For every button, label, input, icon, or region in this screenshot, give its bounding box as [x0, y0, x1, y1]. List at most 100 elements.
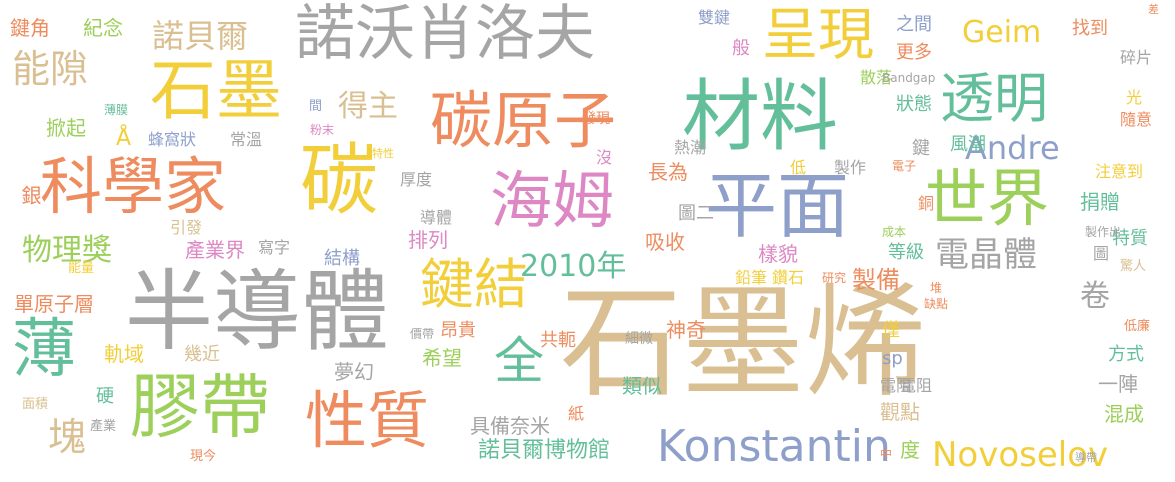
- word: 薄膜: [104, 103, 129, 117]
- word: 粉末: [310, 123, 335, 137]
- word: 銀: [18, 185, 42, 205]
- word: 間: [309, 99, 323, 114]
- word: 細微: [625, 331, 653, 347]
- word: 膠帶: [130, 366, 270, 448]
- word: 導體: [420, 208, 453, 227]
- word: 塊: [48, 415, 87, 459]
- word: 找到: [1072, 18, 1108, 39]
- word: 能隙: [12, 47, 89, 91]
- word: 2010年: [520, 249, 627, 284]
- word: 一陣: [1098, 372, 1138, 396]
- word: 碎片: [1120, 48, 1153, 67]
- word: 電阻: [900, 376, 933, 395]
- word: 性質: [305, 384, 430, 457]
- word: 沒: [596, 148, 613, 167]
- word: 希望: [422, 346, 462, 370]
- word: 般: [732, 38, 750, 59]
- word: Novoselov: [932, 435, 1109, 475]
- word: 透明: [940, 67, 1048, 130]
- word: 電阻: [880, 376, 913, 395]
- word: 全: [494, 332, 544, 390]
- word: 類似: [622, 374, 662, 398]
- word: 成本: [882, 225, 907, 239]
- word: 諾貝爾: [152, 17, 249, 55]
- word: 差: [1148, 3, 1159, 16]
- word: sp: [882, 348, 903, 369]
- word: 吸收: [645, 230, 685, 254]
- word: 諾沃肖洛夫: [295, 0, 595, 69]
- word: Å: [116, 126, 132, 151]
- word: 共軛: [540, 330, 576, 351]
- word: 引發: [170, 218, 203, 237]
- word: 紀念: [83, 16, 123, 40]
- word: 幾近: [184, 344, 220, 365]
- word: 呈現: [762, 3, 874, 68]
- word: 物理獎: [22, 233, 112, 268]
- word: 銅: [918, 194, 935, 213]
- word: 低廉: [1124, 319, 1151, 334]
- word: 發現: [582, 111, 610, 127]
- word: 產業: [90, 419, 117, 434]
- word: 能量: [68, 261, 95, 276]
- word: 鍵: [912, 138, 930, 159]
- word: 材料: [682, 72, 839, 162]
- word: 蜂窩狀: [148, 130, 197, 149]
- word: 排列: [408, 228, 448, 252]
- word: 特性: [372, 147, 394, 160]
- word: 鍵結: [420, 253, 528, 316]
- word: 價帶: [410, 327, 435, 341]
- word: 電子: [892, 159, 917, 173]
- word: 電晶體: [935, 235, 1037, 275]
- word: 結構: [324, 248, 360, 269]
- word: 長為: [648, 160, 688, 184]
- word: 神奇: [666, 318, 706, 342]
- word: 等級: [888, 242, 924, 263]
- word: 夢幻: [334, 360, 374, 384]
- word: 鍵角: [10, 16, 50, 40]
- word: 厚度: [400, 170, 433, 189]
- word: 世界: [925, 162, 1050, 235]
- word: 製作: [834, 158, 867, 177]
- word: Geim: [962, 15, 1042, 50]
- word: 掀起: [46, 116, 86, 140]
- word: 更多: [896, 42, 932, 63]
- word: 常溫: [230, 130, 263, 149]
- word: Konstantin: [657, 421, 891, 472]
- word: Andre: [965, 129, 1060, 167]
- word: 僅: [882, 320, 900, 341]
- word: 具備奈米: [470, 414, 550, 438]
- word: 面積: [22, 397, 49, 412]
- word: 熱潮: [674, 138, 707, 157]
- word: 研究: [822, 271, 847, 285]
- word: 得主: [338, 89, 398, 124]
- word: 低: [790, 158, 807, 177]
- word: 方式: [1108, 344, 1144, 365]
- word: 混成: [1104, 402, 1144, 426]
- word: 諾貝爾博物館: [478, 438, 611, 463]
- word: 製作出: [1085, 225, 1122, 239]
- word: 單原子層: [14, 292, 94, 316]
- word: 雙鍵: [698, 8, 731, 27]
- word: 導帶: [1075, 451, 1097, 464]
- word: 石墨烯: [560, 272, 926, 414]
- word: 硬: [96, 386, 114, 407]
- word: 產業界: [185, 238, 245, 262]
- word: 隨意: [1120, 110, 1153, 129]
- word: 捐贈: [1080, 190, 1120, 214]
- word: 碳原子: [430, 84, 617, 157]
- word: 樣貌: [758, 242, 798, 266]
- word: Bandgap: [882, 71, 936, 85]
- word: 度: [900, 438, 920, 462]
- word: 風潮: [950, 134, 986, 155]
- word: 光: [1126, 88, 1143, 107]
- word: 平面: [705, 164, 850, 248]
- word: 中: [880, 447, 893, 461]
- word: 卷: [1080, 279, 1110, 314]
- word: 製備: [852, 266, 900, 294]
- word: 特質: [1112, 228, 1148, 249]
- word: 狀態: [896, 94, 932, 115]
- word: 驚人: [1120, 259, 1147, 274]
- word: 海姆: [490, 164, 615, 237]
- word: 鑽石: [772, 268, 805, 287]
